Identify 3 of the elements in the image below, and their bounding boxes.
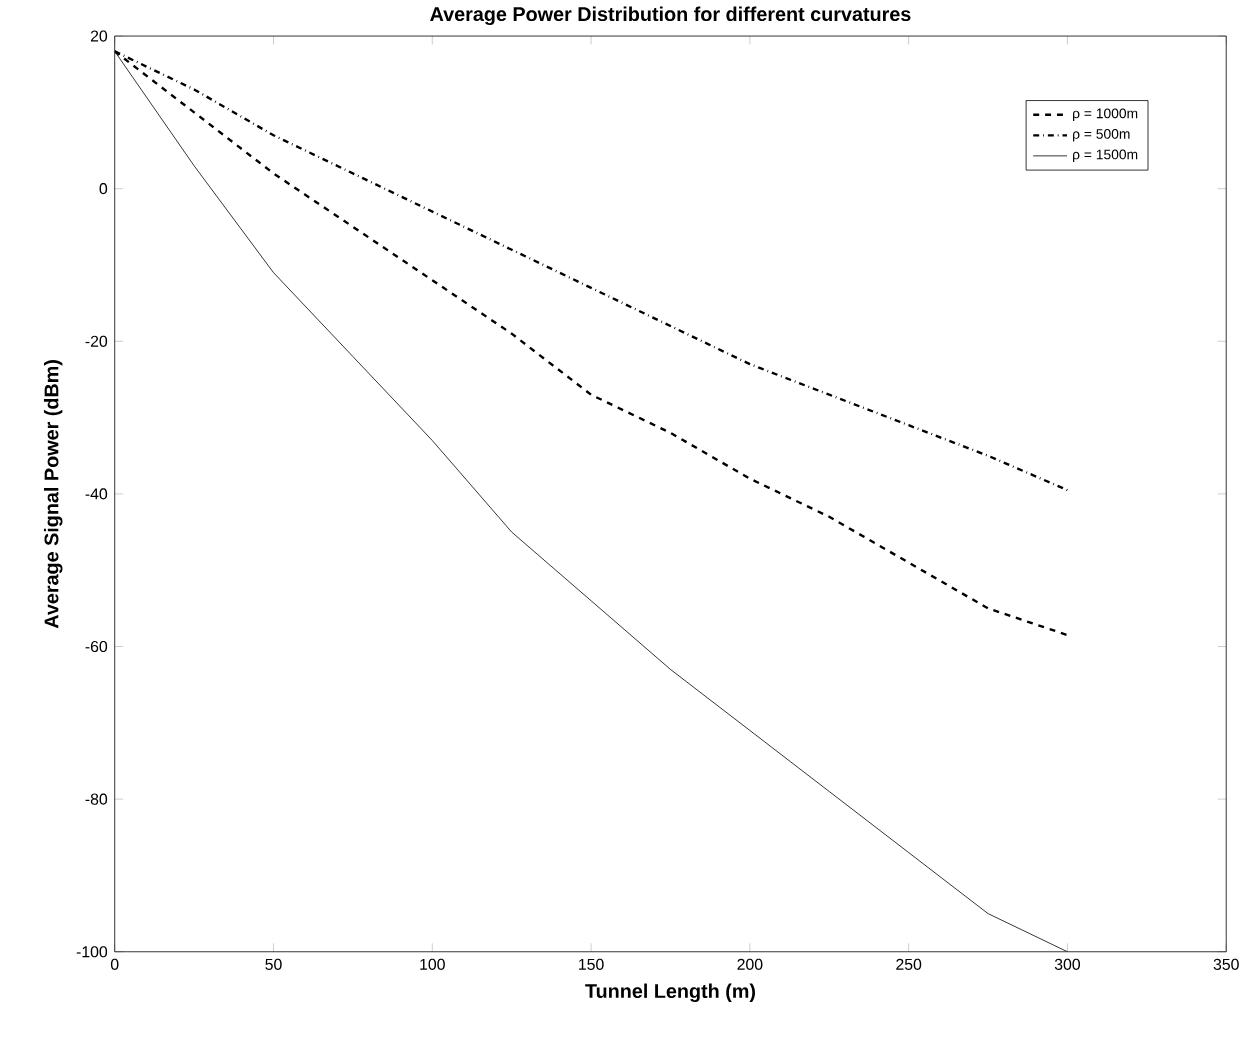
x-axis-title: Tunnel Length (m) <box>585 983 756 1002</box>
y-axis-title: Average Signal Power (dBm) <box>43 359 63 628</box>
chart-title: Average Power Distribution for different curvatures <box>430 6 911 25</box>
